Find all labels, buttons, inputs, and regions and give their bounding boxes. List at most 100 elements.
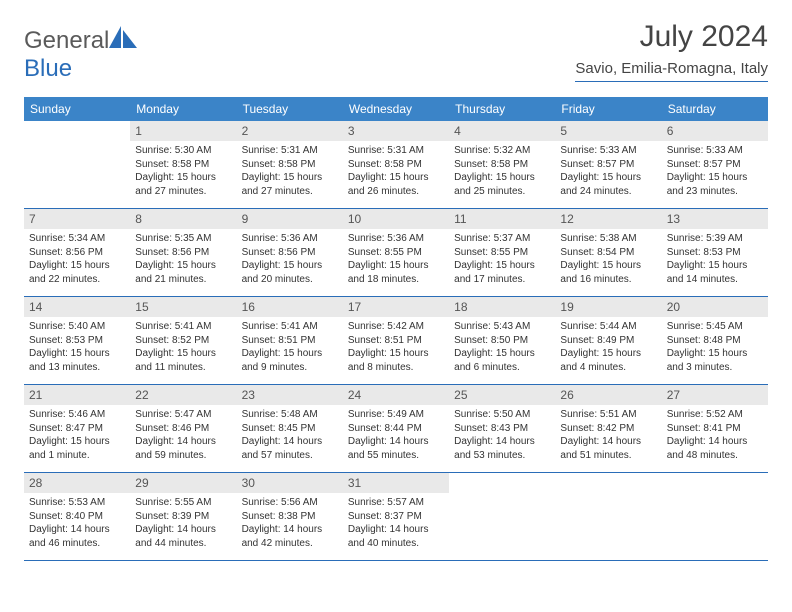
day-details: Sunrise: 5:56 AMSunset: 8:38 PMDaylight:… <box>237 493 343 555</box>
sunset-line: Sunset: 8:49 PM <box>560 334 656 348</box>
day-details: Sunrise: 5:39 AMSunset: 8:53 PMDaylight:… <box>662 229 768 291</box>
sunrise-line: Sunrise: 5:40 AM <box>29 320 125 334</box>
calendar-cell: 11Sunrise: 5:37 AMSunset: 8:55 PMDayligh… <box>449 209 555 297</box>
day-details: Sunrise: 5:41 AMSunset: 8:52 PMDaylight:… <box>130 317 236 379</box>
calendar-cell: 23Sunrise: 5:48 AMSunset: 8:45 PMDayligh… <box>237 385 343 473</box>
logo-text-a: General <box>24 27 109 54</box>
day-details: Sunrise: 5:34 AMSunset: 8:56 PMDaylight:… <box>24 229 130 291</box>
calendar-cell: 13Sunrise: 5:39 AMSunset: 8:53 PMDayligh… <box>662 209 768 297</box>
sunrise-line: Sunrise: 5:44 AM <box>560 320 656 334</box>
daylight-line: Daylight: 14 hours and 57 minutes. <box>242 435 338 462</box>
sunset-line: Sunset: 8:56 PM <box>29 246 125 260</box>
day-details: Sunrise: 5:33 AMSunset: 8:57 PMDaylight:… <box>662 141 768 203</box>
day-header: Wednesday <box>343 97 449 121</box>
logo-text-b: Blue <box>24 55 72 82</box>
sunrise-line: Sunrise: 5:33 AM <box>560 144 656 158</box>
calendar-cell: 29Sunrise: 5:55 AMSunset: 8:39 PMDayligh… <box>130 473 236 561</box>
calendar-cell: 3Sunrise: 5:31 AMSunset: 8:58 PMDaylight… <box>343 121 449 209</box>
daylight-line: Daylight: 14 hours and 40 minutes. <box>348 523 444 550</box>
sunrise-line: Sunrise: 5:49 AM <box>348 408 444 422</box>
day-number: 30 <box>237 473 343 493</box>
day-number: 23 <box>237 385 343 405</box>
day-number: 14 <box>24 297 130 317</box>
sunrise-line: Sunrise: 5:51 AM <box>560 408 656 422</box>
day-details: Sunrise: 5:31 AMSunset: 8:58 PMDaylight:… <box>237 141 343 203</box>
sunrise-line: Sunrise: 5:31 AM <box>348 144 444 158</box>
day-header: Sunday <box>24 97 130 121</box>
sunset-line: Sunset: 8:53 PM <box>29 334 125 348</box>
sunset-line: Sunset: 8:43 PM <box>454 422 550 436</box>
day-number: 17 <box>343 297 449 317</box>
calendar-cell: 19 Sunrise: 5:44 AMSunset: 8:49 PMDayligh… <box>555 297 661 385</box>
calendar-cell: 22Sunrise: 5:47 AMSunset: 8:46 PMDayligh… <box>130 385 236 473</box>
calendar-cell <box>555 473 661 561</box>
daylight-line: Daylight: 15 hours and 9 minutes. <box>242 347 338 374</box>
day-number: 5 <box>555 121 661 141</box>
calendar-cell: 21Sunrise: 5:46 AMSunset: 8:47 PMDayligh… <box>24 385 130 473</box>
daylight-line: Daylight: 15 hours and 6 minutes. <box>454 347 550 374</box>
sunset-line: Sunset: 8:52 PM <box>135 334 231 348</box>
sunset-line: Sunset: 8:58 PM <box>135 158 231 172</box>
day-details: Sunrise: 5:35 AMSunset: 8:56 PMDaylight:… <box>130 229 236 291</box>
location-label: Savio, Emilia-Romagna, Italy <box>575 60 768 82</box>
day-details: Sunrise: 5:42 AMSunset: 8:51 PMDaylight:… <box>343 317 449 379</box>
daylight-line: Daylight: 15 hours and 26 minutes. <box>348 171 444 198</box>
logo-sail-icon <box>109 26 137 48</box>
sunset-line: Sunset: 8:47 PM <box>29 422 125 436</box>
day-details: Sunrise: 5:37 AMSunset: 8:55 PMDaylight:… <box>449 229 555 291</box>
daylight-line: Daylight: 15 hours and 23 minutes. <box>667 171 763 198</box>
daylight-line: Daylight: 15 hours and 4 minutes. <box>560 347 656 374</box>
calendar-cell: 14Sunrise: 5:40 AMSunset: 8:53 PMDayligh… <box>24 297 130 385</box>
calendar-cell: 24Sunrise: 5:49 AMSunset: 8:44 PMDayligh… <box>343 385 449 473</box>
day-number: 31 <box>343 473 449 493</box>
calendar-cell: 16Sunrise: 5:41 AMSunset: 8:51 PMDayligh… <box>237 297 343 385</box>
day-details: Sunrise: 5:36 AMSunset: 8:55 PMDaylight:… <box>343 229 449 291</box>
day-details: Sunrise: 5:43 AMSunset: 8:50 PMDaylight:… <box>449 317 555 379</box>
calendar-cell <box>662 473 768 561</box>
calendar-cell: 28Sunrise: 5:53 AMSunset: 8:40 PMDayligh… <box>24 473 130 561</box>
day-number: 18 <box>449 297 555 317</box>
daylight-line: Daylight: 15 hours and 17 minutes. <box>454 259 550 286</box>
month-title: July 2024 <box>575 20 768 54</box>
calendar-cell: 30Sunrise: 5:56 AMSunset: 8:38 PMDayligh… <box>237 473 343 561</box>
day-header: Tuesday <box>237 97 343 121</box>
title-block: July 2024 Savio, Emilia-Romagna, Italy <box>575 20 768 82</box>
sunrise-line: Sunrise: 5:33 AM <box>667 144 763 158</box>
daylight-line: Daylight: 15 hours and 27 minutes. <box>242 171 338 198</box>
day-number: 19 <box>555 297 661 317</box>
daylight-line: Daylight: 15 hours and 13 minutes. <box>29 347 125 374</box>
day-details: Sunrise: 5:31 AMSunset: 8:58 PMDaylight:… <box>343 141 449 203</box>
sunrise-line: Sunrise: 5:50 AM <box>454 408 550 422</box>
daylight-line: Daylight: 15 hours and 18 minutes. <box>348 259 444 286</box>
sunrise-line: Sunrise: 5:56 AM <box>242 496 338 510</box>
calendar-cell: 7Sunrise: 5:34 AMSunset: 8:56 PMDaylight… <box>24 209 130 297</box>
day-details: Sunrise: 5:30 AMSunset: 8:58 PMDaylight:… <box>130 141 236 203</box>
sunrise-line: Sunrise: 5:52 AM <box>667 408 763 422</box>
day-number: 10 <box>343 209 449 229</box>
day-number: 29 <box>130 473 236 493</box>
day-details: Sunrise: 5:45 AMSunset: 8:48 PMDaylight:… <box>662 317 768 379</box>
day-details: Sunrise: 5:40 AMSunset: 8:53 PMDaylight:… <box>24 317 130 379</box>
day-details: Sunrise: 5:53 AMSunset: 8:40 PMDaylight:… <box>24 493 130 555</box>
day-details: Sunrise: 5:46 AMSunset: 8:47 PMDaylight:… <box>24 405 130 467</box>
sunrise-line: Sunrise: 5:32 AM <box>454 144 550 158</box>
day-header: Friday <box>555 97 661 121</box>
day-details: Sunrise: 5:47 AMSunset: 8:46 PMDaylight:… <box>130 405 236 467</box>
calendar-cell: 5Sunrise: 5:33 AMSunset: 8:57 PMDaylight… <box>555 121 661 209</box>
sunrise-line: Sunrise: 5:30 AM <box>135 144 231 158</box>
sunrise-line: Sunrise: 5:36 AM <box>348 232 444 246</box>
daylight-line: Daylight: 14 hours and 42 minutes. <box>242 523 338 550</box>
day-number: 8 <box>130 209 236 229</box>
day-details: Sunrise: 5:50 AMSunset: 8:43 PMDaylight:… <box>449 405 555 467</box>
logo-text: General Blue <box>24 26 137 83</box>
sunset-line: Sunset: 8:55 PM <box>454 246 550 260</box>
sunset-line: Sunset: 8:39 PM <box>135 510 231 524</box>
sunset-line: Sunset: 8:46 PM <box>135 422 231 436</box>
sunrise-line: Sunrise: 5:45 AM <box>667 320 763 334</box>
day-number: 21 <box>24 385 130 405</box>
sunset-line: Sunset: 8:50 PM <box>454 334 550 348</box>
calendar-cell: 4Sunrise: 5:32 AMSunset: 8:58 PMDaylight… <box>449 121 555 209</box>
daylight-line: Daylight: 14 hours and 55 minutes. <box>348 435 444 462</box>
day-number: 3 <box>343 121 449 141</box>
sunset-line: Sunset: 8:56 PM <box>242 246 338 260</box>
